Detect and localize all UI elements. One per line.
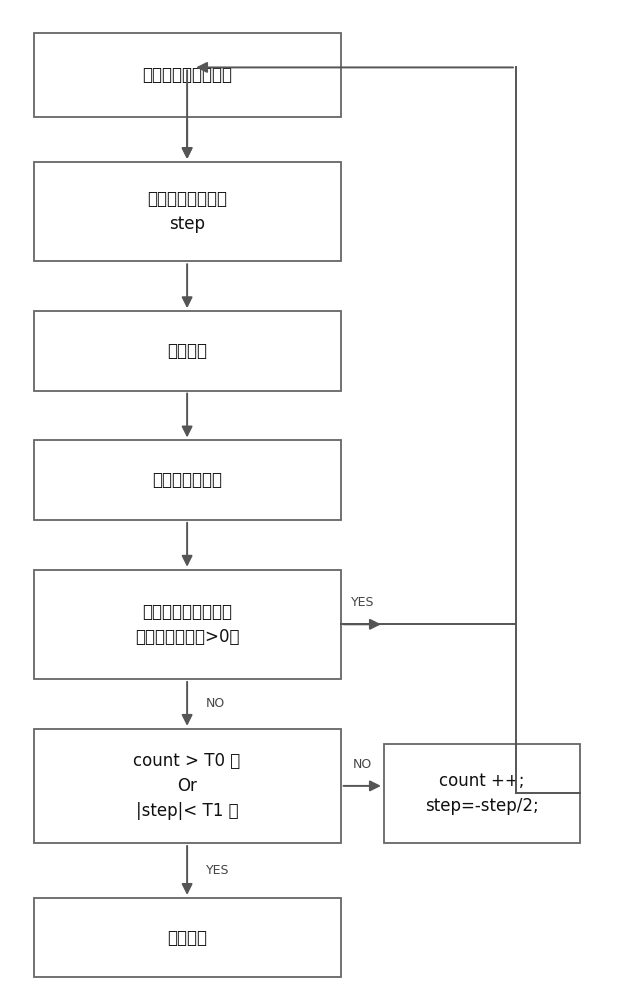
Text: 图像采集: 图像采集 [167, 342, 207, 360]
Bar [33, 570, 341, 679]
Bar [33, 33, 341, 117]
Bar [33, 162, 341, 261]
Bar [33, 898, 341, 977]
Text: YES: YES [206, 864, 229, 877]
Bar [33, 311, 341, 391]
Text: count > T0 ？
Or
|step|< T1 ？: count > T0 ？ Or |step|< T1 ？ [133, 752, 241, 820]
Text: 比较前后两幅图像评
价函数值，差值>0？: 比较前后两幅图像评 价函数值，差值>0？ [135, 603, 239, 646]
Text: 电机运动，步长为
step: 电机运动，步长为 step [147, 190, 227, 233]
Text: YES: YES [350, 596, 374, 609]
Text: count ++;
step=-step/2;: count ++; step=-step/2; [425, 772, 539, 815]
Text: 对焦完成: 对焦完成 [167, 929, 207, 947]
Bar [384, 744, 580, 843]
Bar [33, 440, 341, 520]
Bar [33, 729, 341, 843]
Text: 图像清晰度评价: 图像清晰度评价 [152, 471, 222, 489]
Text: NO: NO [206, 697, 225, 710]
Text: 对焦开始，电机复位: 对焦开始，电机复位 [142, 66, 232, 84]
Text: NO: NO [353, 758, 372, 771]
